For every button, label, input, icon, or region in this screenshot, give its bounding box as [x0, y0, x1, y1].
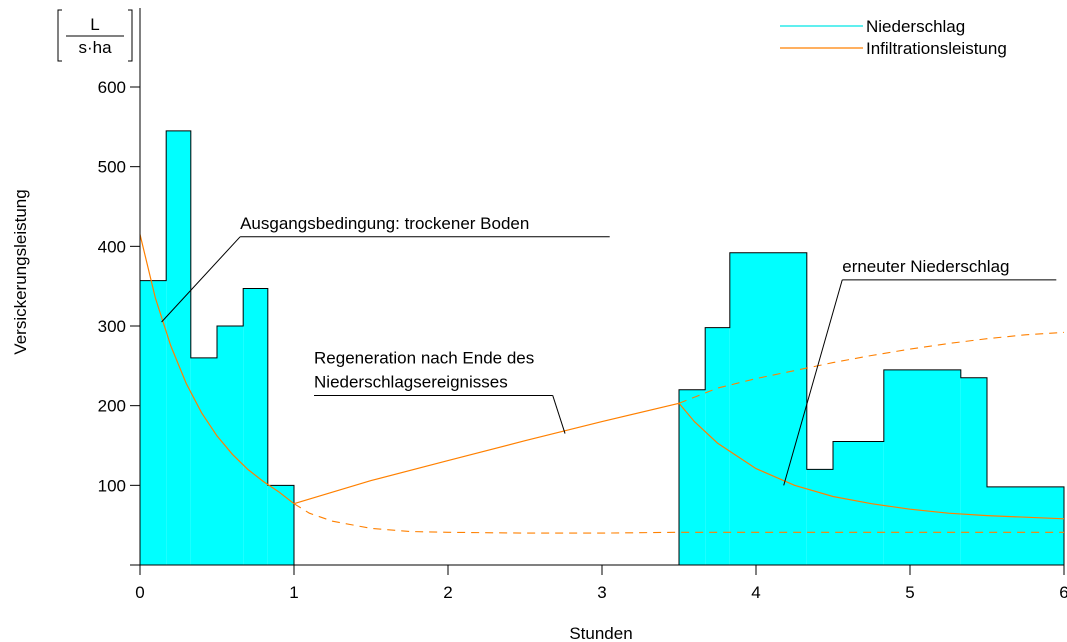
- legend-label-infiltration: Infiltrationsleistung: [866, 39, 1007, 58]
- precip-block-5: [267, 485, 294, 565]
- x-tick-label-1: 1: [289, 583, 298, 602]
- precip-block-7: [705, 327, 730, 565]
- unit-label: L s·ha: [57, 9, 133, 62]
- annotations: Ausgangsbedingung: trockener Boden Regene…: [161, 214, 1057, 486]
- x-axis-title: Stunden: [569, 624, 632, 642]
- annotation-text-0-0: Ausgangsbedingung: trockener Boden: [240, 214, 529, 233]
- y-tick-label-1: 200: [98, 397, 126, 416]
- y-tick-label-0: 100: [98, 476, 126, 495]
- precip-block-2: [190, 357, 217, 565]
- annotation-leader-1: [552, 395, 566, 434]
- precip-outline-0: [139, 130, 295, 565]
- x-tick-label-2: 2: [443, 583, 452, 602]
- ticks: 0 1 2 3 4 5 6 100 200 300 400 500 600: [98, 78, 1067, 602]
- precip-block-11: [883, 369, 961, 565]
- annotation-text-2-0: erneuter Niederschlag: [842, 257, 1009, 276]
- precip-block-12: [960, 377, 987, 565]
- precip-outline-1: [678, 252, 1065, 565]
- legend: Niederschlag Infiltrationsleistung: [780, 17, 1007, 58]
- precip-block-9: [806, 469, 833, 565]
- unit-bracket-right: [128, 9, 133, 62]
- y-tick-label-2: 300: [98, 317, 126, 336]
- y-tick-label-5: 600: [98, 78, 126, 97]
- annotation-leader-2: [783, 279, 843, 486]
- infiltration-dashed-0: [293, 503, 1064, 534]
- unit-bracket-left: [57, 9, 62, 62]
- axes: [130, 8, 1064, 575]
- precip-block-3: [217, 326, 244, 565]
- x-tick-label-5: 5: [905, 583, 914, 602]
- precip-block-10: [833, 441, 884, 565]
- precip-block-4: [243, 288, 268, 565]
- precip-block-13: [987, 486, 1064, 565]
- infiltration-dashed-1: [678, 331, 1065, 404]
- precip-block-0: [140, 280, 167, 565]
- infiltration-line-0: [139, 234, 295, 505]
- y-axis-title: Versickerungsleistung: [11, 189, 30, 354]
- y-tick-label-3: 400: [98, 237, 126, 256]
- x-tick-label-0: 0: [135, 583, 144, 602]
- infiltration-line-2: [678, 402, 1065, 520]
- infiltration-line-1: [293, 402, 680, 505]
- precipitation-area: [139, 130, 1065, 566]
- x-tick-label-3: 3: [597, 583, 606, 602]
- unit-denominator: s·ha: [78, 38, 112, 57]
- annotation-text-1-0: Regeneration nach Ende des: [314, 348, 534, 367]
- legend-label-niederschlag: Niederschlag: [866, 17, 965, 36]
- annotation-leader-0: [161, 236, 241, 323]
- unit-numerator: L: [90, 15, 99, 34]
- x-tick-label-6: 6: [1059, 583, 1067, 602]
- y-tick-label-4: 500: [98, 158, 126, 177]
- annotation-text-1-1: Niederschlagsereignisses: [314, 372, 508, 391]
- precip-block-1: [166, 130, 191, 566]
- precip-block-6: [679, 389, 706, 565]
- precip-block-8: [729, 252, 807, 565]
- x-tick-label-4: 4: [751, 583, 760, 602]
- infiltration-lines: [139, 234, 1065, 534]
